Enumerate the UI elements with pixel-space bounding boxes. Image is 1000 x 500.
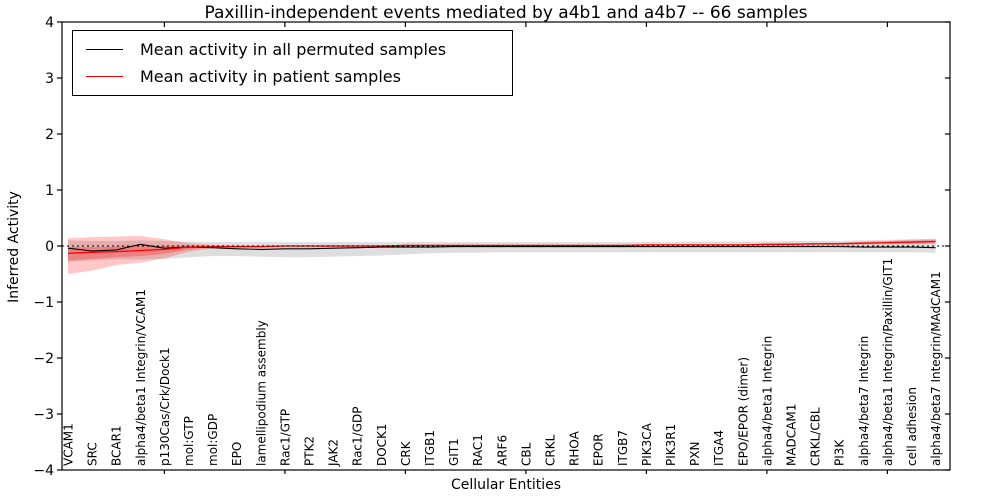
x-tick-label: CRKL/CBL [809, 407, 823, 466]
x-tick-label: PTK2 [303, 436, 317, 466]
x-tick-label: GIT1 [447, 438, 461, 466]
legend-label-permuted: Mean activity in all permuted samples [140, 39, 447, 59]
y-tick-label: −1 [33, 295, 54, 311]
legend-line-sample-permuted [86, 48, 123, 50]
x-tick-label: alpha4/beta1 Integrin/Paxillin/GIT1 [881, 258, 895, 466]
x-tick-label: BCAR1 [110, 425, 124, 466]
y-tick-label: 1 [45, 183, 54, 199]
series-line-0 [67, 243, 936, 252]
x-tick-label: mol:GDP [206, 414, 220, 466]
x-tick-label: alpha4/beta1 Integrin [760, 336, 774, 466]
x-tick-label: ITGB1 [423, 430, 437, 466]
legend-label-patient: Mean activity in patient samples [140, 67, 401, 87]
x-tick-label: CBL [519, 442, 533, 466]
x-tick-label: alpha4/beta7 Integrin/MAdCAM1 [929, 271, 943, 466]
y-tick-label: 3 [45, 71, 54, 87]
x-tick-label: JAK2 [327, 439, 341, 467]
x-tick-label: ITGB7 [616, 430, 630, 466]
y-axis-label: Inferred Activity [6, 191, 22, 303]
x-tick-label: EPOR [592, 433, 606, 466]
x-tick-label: lamellipodium assembly [254, 320, 268, 466]
x-tick-label: RHOA [568, 430, 582, 466]
x-tick-label: Rac1/GTP [278, 409, 292, 466]
y-tick-label: 0 [45, 239, 54, 255]
x-tick-label: SRC [86, 442, 100, 466]
x-tick-label: MADCAM1 [785, 404, 799, 466]
x-tick-label: EPO [230, 442, 244, 466]
y-tick-label: 4 [45, 15, 54, 31]
x-axis-label: Cellular Entities [450, 477, 562, 493]
x-tick-label: ARF6 [495, 435, 509, 466]
x-tick-label: p130Cas/Crk/Dock1 [158, 347, 172, 466]
x-tick-label: PXN [688, 442, 702, 466]
y-tick-label: −2 [33, 351, 54, 367]
chart-title: Paxillin-independent events mediated by … [204, 3, 808, 23]
y-tick-label: 2 [45, 127, 54, 143]
legend-line-sample-patient [86, 76, 123, 78]
y-tick-label: −3 [33, 407, 54, 423]
x-tick-label: RAC1 [471, 434, 485, 466]
legend-item-permuted: Mean activity in all permuted samples [73, 40, 512, 59]
x-tick-label: cell adhesion [905, 387, 919, 466]
legend: Mean activity in all permuted samples Me… [72, 30, 513, 96]
x-tick-label: alpha4/beta7 Integrin [857, 336, 871, 466]
x-tick-label: VCAM1 [62, 423, 76, 466]
x-tick-label: PIK3R1 [664, 424, 678, 466]
y-tick-label: −4 [33, 463, 54, 479]
x-tick-label: ITGA4 [712, 430, 726, 466]
x-tick-label: PIK3CA [640, 422, 654, 466]
x-tick-label: CRK [399, 440, 413, 466]
x-tick-label: DOCK1 [375, 423, 389, 466]
x-tick-label: mol:GTP [182, 416, 196, 466]
x-tick-label: PI3K [833, 439, 847, 466]
x-tick-label: Rac1/GDP [351, 407, 365, 466]
series-line-1 [67, 240, 936, 254]
legend-item-patient: Mean activity in patient samples [73, 67, 512, 86]
x-tick-label: EPO/EPOR (dimer) [736, 357, 750, 466]
x-tick-label: alpha4/beta1 Integrin/VCAM1 [134, 289, 148, 466]
x-tick-label: CRKL [544, 434, 558, 466]
